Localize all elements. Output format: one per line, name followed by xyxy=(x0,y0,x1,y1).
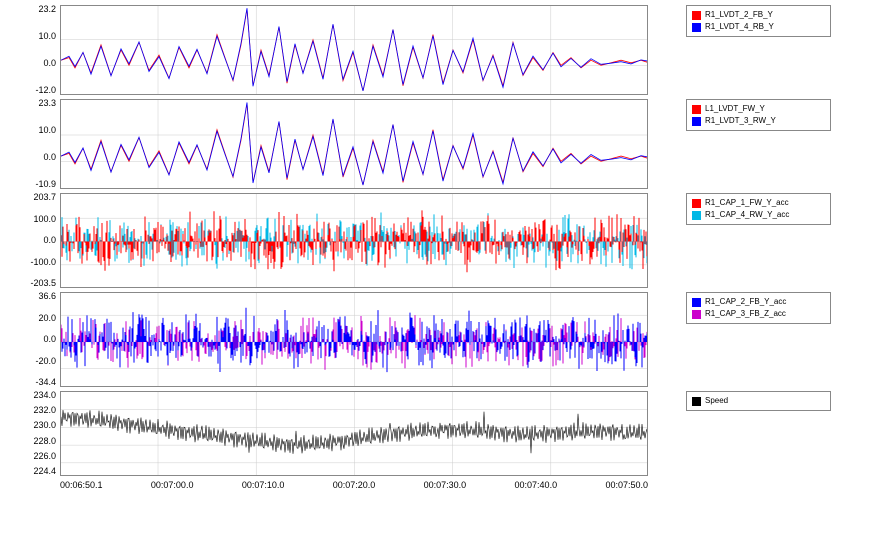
ytick-label: -20.0 xyxy=(10,357,56,366)
legend-item: Speed xyxy=(692,395,825,407)
legend-item: L1_LVDT_FW_Y xyxy=(692,103,825,115)
ytick-label: -203.5 xyxy=(10,279,56,288)
legend-panel3: R1_CAP_1_FW_Y_accR1_CAP_4_RW_Y_acc xyxy=(686,193,831,225)
ytick-label: 23.3 xyxy=(10,99,56,108)
legend-swatch xyxy=(692,105,701,114)
legend-label: R1_CAP_2_FB_Y_acc xyxy=(705,296,786,308)
plot-panel1 xyxy=(60,5,648,95)
xtick-label: 00:07:40.0 xyxy=(515,480,558,490)
xtick-label: 00:07:00.0 xyxy=(151,480,194,490)
ytick-label: 100.0 xyxy=(10,215,56,224)
ytick-label: 232.0 xyxy=(10,406,56,415)
xtick-label: 00:07:30.0 xyxy=(424,480,467,490)
legend-item: R1_CAP_1_FW_Y_acc xyxy=(692,197,825,209)
xtick-label: 00:07:20.0 xyxy=(333,480,376,490)
legend-swatch xyxy=(692,199,701,208)
ytick-label: 203.7 xyxy=(10,193,56,202)
ytick-label: 226.0 xyxy=(10,452,56,461)
xtick-label: 00:07:50.0 xyxy=(605,480,648,490)
legend-swatch xyxy=(692,117,701,126)
yaxis-labels-panel1: 23.2 10.0 0.0 -12.0 xyxy=(10,5,60,95)
legend-item: R1_CAP_4_RW_Y_acc xyxy=(692,209,825,221)
legend-item: R1_CAP_3_FB_Z_acc xyxy=(692,308,825,320)
legend-label: Speed xyxy=(705,395,728,407)
legend-item: R1_LVDT_2_FB_Y xyxy=(692,9,825,21)
legend-panel1: R1_LVDT_2_FB_YR1_LVDT_4_RB_Y xyxy=(686,5,831,37)
legend-item: R1_CAP_2_FB_Y_acc xyxy=(692,296,825,308)
legend-item: R1_LVDT_4_RB_Y xyxy=(692,21,825,33)
panel-row-panel5: 234.0 232.0 230.0 228.0 226.0 224.4 Speed xyxy=(10,391,880,476)
legend-swatch xyxy=(692,11,701,20)
xaxis-labels: 00:06:50.1 00:07:00.0 00:07:10.0 00:07:20.0… xyxy=(60,480,648,490)
panel-row-panel1: 23.2 10.0 0.0 -12.0 R1_LVDT_2_FB_YR1_LVDT_4_… xyxy=(10,5,880,95)
panel-row-panel3: 203.7 100.0 0.0 -100.0 -203.5 R1_CAP_1_FW_Y_a… xyxy=(10,193,880,288)
legend-panel4: R1_CAP_2_FB_Y_accR1_CAP_3_FB_Z_acc xyxy=(686,292,831,324)
plot-panel3 xyxy=(60,193,648,288)
plot-panel2 xyxy=(60,99,648,189)
ytick-label: 230.0 xyxy=(10,421,56,430)
ytick-label: 0.0 xyxy=(10,153,56,162)
legend-swatch xyxy=(692,211,701,220)
legend-swatch xyxy=(692,298,701,307)
legend-label: R1_LVDT_4_RB_Y xyxy=(705,21,774,33)
ytick-label: 0.0 xyxy=(10,59,56,68)
legend-label: R1_CAP_4_RW_Y_acc xyxy=(705,209,789,221)
yaxis-labels-panel4: 36.6 20.0 0.0 -20.0 -34.4 xyxy=(10,292,60,387)
legend-panel2: L1_LVDT_FW_YR1_LVDT_3_RW_Y xyxy=(686,99,831,131)
legend-label: R1_CAP_3_FB_Z_acc xyxy=(705,308,786,320)
ytick-label: 23.2 xyxy=(10,5,56,14)
legend-label: R1_CAP_1_FW_Y_acc xyxy=(705,197,789,209)
ytick-label: 224.4 xyxy=(10,467,56,476)
ytick-label: -34.4 xyxy=(10,378,56,387)
legend-swatch xyxy=(692,397,701,406)
xtick-label: 00:06:50.1 xyxy=(60,480,103,490)
ytick-label: 10.0 xyxy=(10,32,56,41)
plot-panel4 xyxy=(60,292,648,387)
legend-swatch xyxy=(692,23,701,32)
plot-panel5 xyxy=(60,391,648,476)
ytick-label: 10.0 xyxy=(10,126,56,135)
legend-label: R1_LVDT_3_RW_Y xyxy=(705,115,776,127)
xtick-label: 00:07:10.0 xyxy=(242,480,285,490)
ytick-label: 234.0 xyxy=(10,391,56,400)
ytick-label: 0.0 xyxy=(10,335,56,344)
ytick-label: -100.0 xyxy=(10,258,56,267)
legend-label: R1_LVDT_2_FB_Y xyxy=(705,9,773,21)
panel-row-panel2: 23.3 10.0 0.0 -10.9 L1_LVDT_FW_YR1_LVDT_3_RW… xyxy=(10,99,880,189)
legend-swatch xyxy=(692,310,701,319)
legend-item: R1_LVDT_3_RW_Y xyxy=(692,115,825,127)
ytick-label: -10.9 xyxy=(10,180,56,189)
panel-row-panel4: 36.6 20.0 0.0 -20.0 -34.4 R1_CAP_2_FB_Y_accR1… xyxy=(10,292,880,387)
ytick-label: 36.6 xyxy=(10,292,56,301)
yaxis-labels-panel5: 234.0 232.0 230.0 228.0 226.0 224.4 xyxy=(10,391,60,476)
yaxis-labels-panel3: 203.7 100.0 0.0 -100.0 -203.5 xyxy=(10,193,60,288)
legend-panel5: Speed xyxy=(686,391,831,411)
ytick-label: 20.0 xyxy=(10,314,56,323)
yaxis-labels-panel2: 23.3 10.0 0.0 -10.9 xyxy=(10,99,60,189)
ytick-label: 0.0 xyxy=(10,236,56,245)
ytick-label: -12.0 xyxy=(10,86,56,95)
legend-label: L1_LVDT_FW_Y xyxy=(705,103,765,115)
ytick-label: 228.0 xyxy=(10,437,56,446)
